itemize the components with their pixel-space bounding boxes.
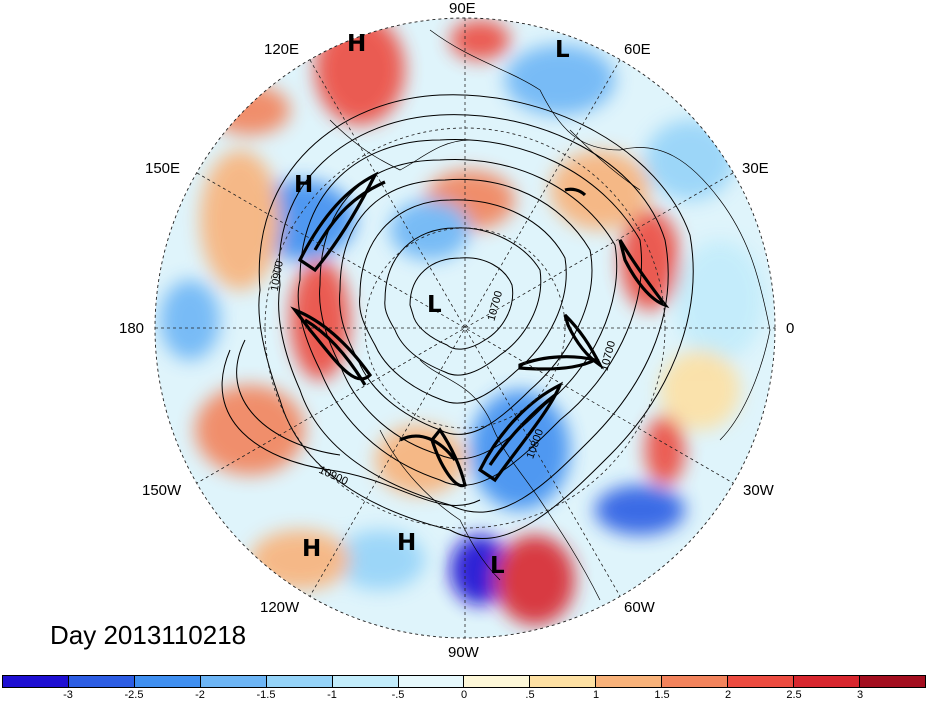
lon-label-120e: 120E (264, 41, 300, 58)
lon-label-30e: 30E (742, 160, 769, 177)
lon-label-90e: 90E (449, 0, 476, 17)
lon-label-120w: 120W (260, 599, 300, 616)
height-contours (221, 94, 694, 540)
colorbar-tick-label: -3 (63, 689, 73, 701)
graticule (155, 18, 775, 638)
map-title: Day 2013110218 (50, 620, 247, 650)
colorbar-swatch (794, 676, 860, 687)
colorbar-tick-label: -2.5 (124, 689, 144, 701)
colorbar-swatch (859, 676, 925, 687)
colorbar-tick-label: 1 (592, 689, 600, 701)
colorbar-swatch (134, 676, 201, 687)
colorbar-swatch (332, 676, 399, 687)
colorbar-tick-label: 2.5 (786, 689, 802, 701)
colorbar-swatch (530, 676, 597, 687)
colorbar-tick-label: -.5 (391, 689, 405, 701)
high-marker: H (302, 536, 322, 562)
colorbar-swatch (464, 676, 531, 687)
colorbar-tick-label: -1 (327, 689, 337, 701)
high-marker: H (397, 530, 417, 556)
colorbar-swatch (596, 676, 663, 687)
high-marker: H (347, 31, 367, 57)
lon-label-90w: 90W (448, 644, 479, 661)
colorbar-tick-label: 1.5 (654, 689, 670, 701)
colorbar (2, 675, 926, 688)
coastlines (329, 29, 771, 601)
colorbar-tick-label: 2 (724, 689, 732, 701)
high-marker: H (294, 172, 314, 198)
colorbar-tick-label: .5 (525, 689, 535, 701)
colorbar-swatch (728, 676, 795, 687)
low-marker: L (555, 37, 570, 63)
colorbar-tick-label: 0 (460, 689, 468, 701)
low-marker: L (490, 553, 505, 579)
colorbar-swatch (68, 676, 135, 687)
colorbar-tick-label: -2 (195, 689, 205, 701)
colorbar-swatch (266, 676, 333, 687)
colorbar-swatch (3, 676, 69, 687)
low-marker: L (427, 292, 442, 318)
colorbar-swatch (398, 676, 465, 687)
lon-label-60e: 60E (624, 41, 651, 58)
lon-label-150w: 150W (142, 482, 182, 499)
colorbar-swatch (662, 676, 729, 687)
colorbar-tick-label: 3 (856, 689, 864, 701)
lon-label-180: 180 (119, 320, 145, 337)
lon-label-0: 0 (786, 320, 795, 337)
lon-label-150e: 150E (145, 160, 181, 177)
colorbar-tick-label: -1.5 (256, 689, 276, 701)
lon-label-30w: 30W (743, 482, 774, 499)
map-boundary (154, 17, 776, 639)
colorbar-swatch (200, 676, 267, 687)
lon-label-60w: 60W (624, 599, 655, 616)
